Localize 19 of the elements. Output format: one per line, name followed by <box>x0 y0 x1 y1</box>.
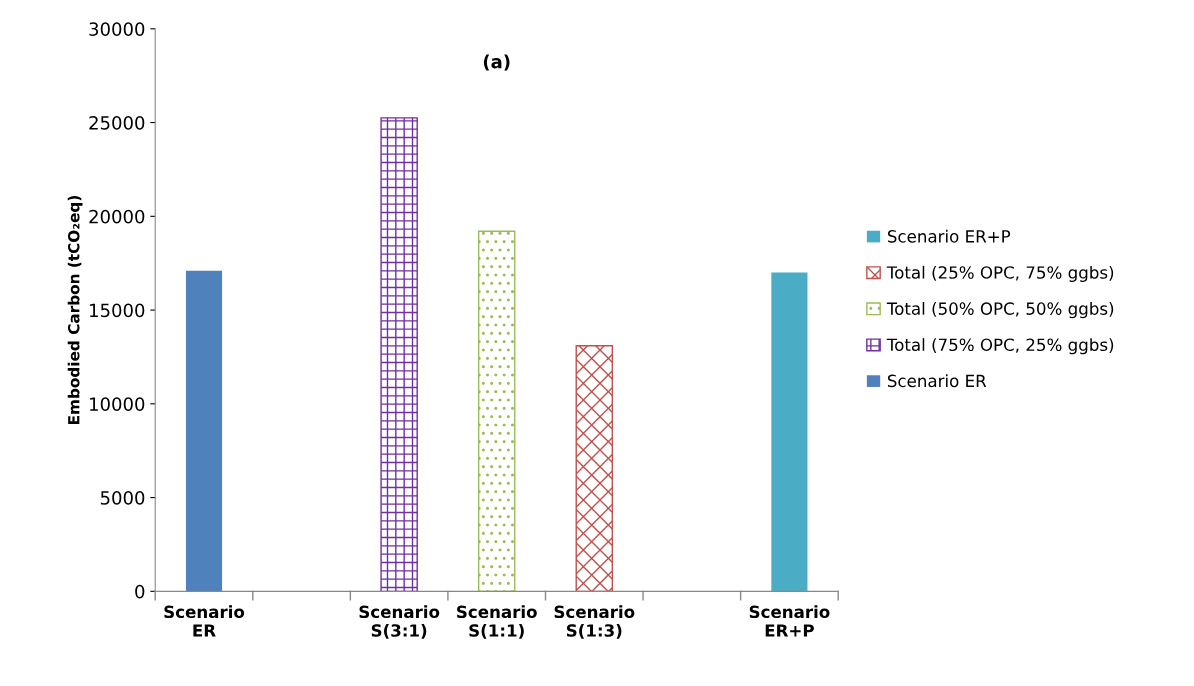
y-tick-label: 10000 <box>90 397 145 411</box>
x-tick-label: Scenario ER+P <box>749 605 830 637</box>
x-tick-label: Scenario S(3:1) <box>359 605 440 639</box>
legend-label: Total (25% OPC, 75% ggbs) <box>886 265 1114 283</box>
y-tick-label: 30000 <box>89 22 145 36</box>
y-tick-label: 20000 <box>89 209 145 224</box>
legend-label: Total (75% OPC, 25% ggbs) <box>886 338 1114 355</box>
legend-label: Scenario ER <box>887 374 987 388</box>
legend-label: Total (50% OPC, 50% ggbs) <box>886 302 1114 319</box>
y-tick-label: 0 <box>135 584 145 599</box>
y-tick-label: 5000 <box>100 491 145 505</box>
y-tick-label: 25000 <box>89 116 145 130</box>
text: (a) <box>483 54 510 71</box>
x-tick-label: Scenario S(1:1) <box>457 605 537 639</box>
legend-label: Scenario ER+P <box>887 229 1011 243</box>
y-tick-label: 15000 <box>90 303 145 318</box>
x-tick-label: Scenario ER <box>164 605 245 637</box>
y-axis-title: Embodied Carbon (tCO₂eq) <box>67 196 83 425</box>
x-tick-label: Scenario S(1:3) <box>554 605 635 639</box>
